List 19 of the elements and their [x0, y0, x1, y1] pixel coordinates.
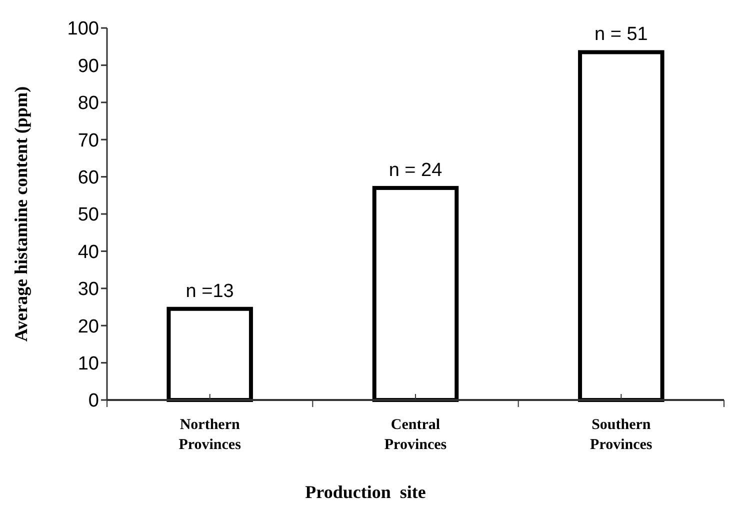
annotation: n =13: [186, 280, 234, 302]
x-axis-title: Production site: [305, 482, 426, 502]
x-tick-label: Southern Provinces: [590, 417, 652, 453]
y-tick-label: 20: [78, 316, 99, 338]
annotation: n = 24: [388, 160, 443, 181]
y-tick-label: 40: [78, 242, 99, 263]
x-tick-label: Northern Provinces: [178, 417, 242, 453]
y-tick-label: 80: [78, 93, 99, 114]
y-tick-label: 100: [67, 18, 99, 40]
y-tick-label: 30: [78, 279, 99, 300]
y-tick-label: 90: [78, 56, 99, 77]
y-axis-title: Average histamine content (ppm): [11, 86, 31, 342]
y-tick-label: 50: [78, 204, 99, 226]
x-tick-label: Central Provinces: [384, 417, 447, 453]
y-tick-label: 0: [88, 390, 99, 412]
y-tick-label: 70: [78, 130, 99, 152]
y-tick-label: 10: [78, 353, 99, 374]
annotation: n = 51: [594, 24, 648, 46]
y-tick-label: 60: [78, 167, 99, 188]
